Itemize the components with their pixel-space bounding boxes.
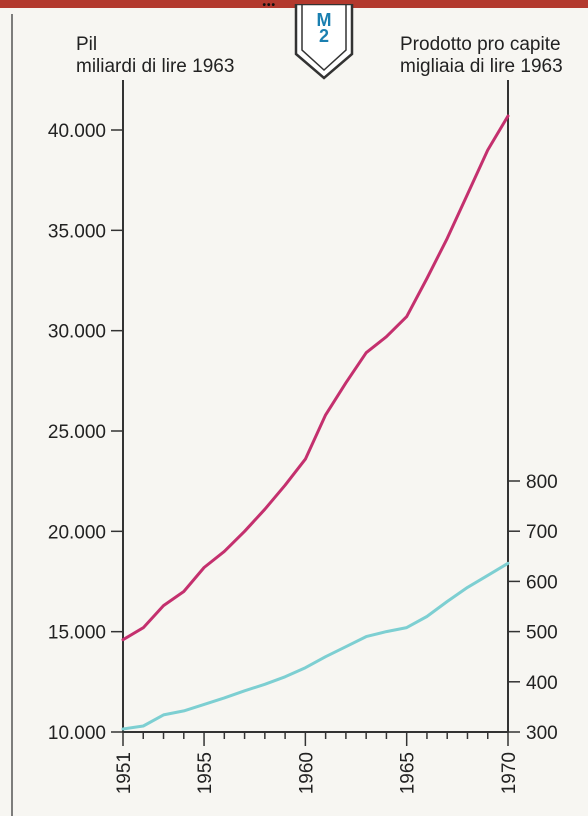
x-tick-label: 1970 [499, 752, 520, 794]
series-line-pil [121, 114, 510, 642]
left-axis-title-line-1: Pil [76, 34, 98, 55]
left-y-tick-label: 25.000 [48, 422, 106, 443]
left-axis-title-line-2: miliardi di lire 1963 [76, 56, 235, 77]
x-tick-label: 1951 [114, 752, 135, 794]
right-y-tick-label: 700 [526, 522, 558, 543]
x-tick-label: 1960 [296, 752, 317, 794]
chart-series [121, 114, 510, 731]
left-axis-title: Pil miliardi di lire 1963 [76, 34, 234, 78]
chapter-badge-label: M 2 [292, 10, 356, 46]
chapter-badge-icon [294, 4, 354, 80]
right-y-tick-label: 500 [526, 623, 558, 644]
right-axis-title-line-1: Prodotto pro capite [400, 34, 561, 55]
left-y-tick-label: 35.000 [48, 221, 106, 242]
left-y-tick-label: 10.000 [48, 723, 106, 744]
left-y-tick-label: 30.000 [48, 322, 106, 343]
top-band-text: ... [262, 0, 276, 10]
badge-letter: M [316, 10, 332, 30]
right-y-tick-label: 800 [526, 472, 558, 493]
right-y-tick-label: 400 [526, 673, 558, 694]
x-tick-label: 1965 [398, 752, 419, 794]
series-line-per-capita [121, 561, 510, 731]
chart-ticks: 10.000 15.000 20.000 25.000 30.000 35.000 40.0… [48, 121, 558, 794]
right-axis-title: Prodotto pro capite migliaia di lire 196… [400, 34, 563, 78]
x-tick-label: 1955 [195, 752, 216, 794]
top-decorative-band [0, 0, 588, 8]
right-y-tick-label: 300 [526, 723, 558, 744]
left-y-tick-label: 15.000 [48, 623, 106, 644]
right-axis-title-line-2: migliaia di lire 1963 [400, 56, 563, 77]
right-y-tick-label: 600 [526, 572, 558, 593]
chart-axes [11, 14, 509, 816]
badge-number: 2 [318, 26, 329, 46]
left-y-tick-label: 20.000 [48, 522, 106, 543]
left-y-tick-label: 40.000 [48, 121, 106, 142]
